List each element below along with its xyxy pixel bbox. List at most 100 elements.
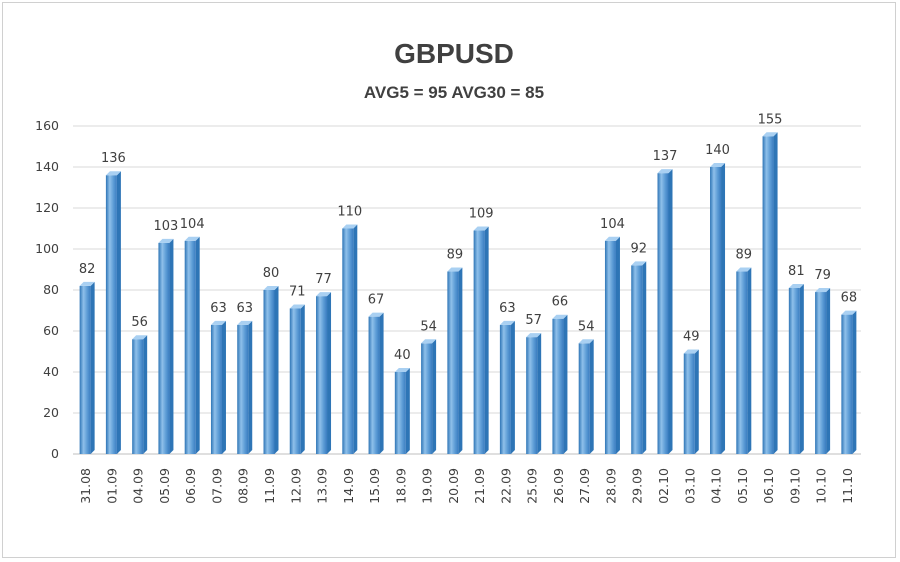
data-label: 67 bbox=[368, 293, 385, 308]
bar-28.09 bbox=[604, 236, 620, 454]
bar-top bbox=[105, 171, 121, 176]
bar-top bbox=[447, 267, 463, 272]
bar-05.09 bbox=[158, 238, 174, 454]
y-tick-label: 60 bbox=[43, 323, 59, 338]
bar-21.09 bbox=[473, 226, 489, 454]
x-tick-label: 14.09 bbox=[341, 468, 356, 504]
data-label: 92 bbox=[630, 241, 647, 256]
bar-top bbox=[841, 310, 857, 315]
bar-front bbox=[552, 318, 564, 454]
data-label: 66 bbox=[552, 295, 569, 310]
chart-subtitle: AVG5 = 95 AVG30 = 85 bbox=[364, 83, 544, 102]
bar-01.09 bbox=[105, 171, 121, 454]
data-label: 81 bbox=[788, 264, 805, 279]
bar-side bbox=[221, 320, 226, 454]
data-label: 54 bbox=[578, 319, 595, 334]
bar-top bbox=[710, 163, 726, 167]
bar-top bbox=[499, 320, 515, 325]
bars bbox=[79, 132, 857, 454]
bar-12.09 bbox=[289, 304, 305, 454]
bar-side bbox=[642, 261, 647, 454]
x-tick-label: 11.09 bbox=[262, 468, 277, 504]
x-tick-label: 19.09 bbox=[420, 468, 435, 504]
y-tick-label: 120 bbox=[35, 200, 59, 215]
x-tick-label: 26.09 bbox=[551, 468, 566, 504]
bar-front bbox=[263, 290, 275, 454]
bar-top bbox=[289, 304, 305, 309]
x-tick-label: 07.09 bbox=[209, 468, 224, 504]
bar-side bbox=[589, 339, 594, 454]
bar-11.10 bbox=[841, 310, 857, 454]
bar-31.08 bbox=[79, 281, 95, 454]
y-tick-label: 80 bbox=[43, 282, 59, 297]
x-tick-label: 31.08 bbox=[78, 468, 93, 504]
bar-side bbox=[799, 283, 804, 454]
bar-top bbox=[578, 339, 594, 344]
y-tick-label: 40 bbox=[43, 364, 59, 379]
data-label: 89 bbox=[736, 248, 753, 263]
y-axis: 0 20 40 60 80 100 120 140 160 bbox=[35, 118, 59, 461]
x-tick-label: 12.09 bbox=[288, 468, 303, 504]
bar-14.09 bbox=[342, 224, 358, 454]
bar-top bbox=[736, 267, 752, 272]
data-label: 80 bbox=[263, 266, 280, 281]
bar-front bbox=[762, 136, 774, 454]
x-tick-label: 05.10 bbox=[735, 468, 750, 504]
bar-front bbox=[368, 316, 380, 454]
bar-13.09 bbox=[316, 292, 332, 454]
x-tick-label: 20.09 bbox=[446, 468, 461, 504]
data-label: 68 bbox=[841, 291, 858, 306]
bar-04.10 bbox=[710, 163, 726, 454]
x-tick-label: 21.09 bbox=[472, 468, 487, 504]
x-tick-label: 03.10 bbox=[682, 468, 697, 504]
bar-06.10 bbox=[762, 132, 778, 454]
bar-side bbox=[615, 236, 620, 454]
bar-07.09 bbox=[210, 320, 226, 454]
bar-side bbox=[510, 320, 515, 454]
bar-side bbox=[327, 292, 332, 454]
x-tick-label: 13.09 bbox=[315, 468, 330, 504]
bar-front bbox=[631, 265, 643, 454]
bar-front bbox=[604, 240, 616, 454]
x-tick-label: 05.09 bbox=[157, 468, 172, 504]
data-label: 140 bbox=[705, 143, 730, 158]
bar-side bbox=[694, 349, 699, 454]
data-label: 109 bbox=[469, 207, 494, 222]
bar-top bbox=[683, 349, 699, 354]
bar-20.09 bbox=[447, 267, 463, 454]
bar-top bbox=[263, 286, 279, 290]
bar-front bbox=[710, 167, 722, 454]
bar-side bbox=[274, 286, 279, 454]
bar-27.09 bbox=[578, 339, 594, 454]
bar-11.09 bbox=[263, 286, 279, 454]
x-tick-label: 22.09 bbox=[498, 468, 513, 504]
bar-top bbox=[421, 339, 437, 344]
bar-top bbox=[368, 312, 384, 317]
bar-side bbox=[143, 335, 148, 454]
bar-top bbox=[237, 320, 253, 325]
bar-front bbox=[841, 314, 853, 454]
bar-side bbox=[432, 339, 437, 454]
x-tick-label: 04.10 bbox=[709, 468, 724, 504]
y-tick-label: 100 bbox=[35, 241, 59, 256]
bar-front bbox=[499, 324, 511, 454]
bar-side bbox=[721, 163, 726, 454]
bar-side bbox=[90, 281, 95, 454]
data-label: 155 bbox=[758, 112, 783, 127]
bar-front bbox=[447, 271, 459, 454]
bar-05.10 bbox=[736, 267, 752, 454]
bar-side bbox=[484, 226, 489, 454]
x-tick-label: 02.10 bbox=[656, 468, 671, 504]
data-label: 56 bbox=[131, 315, 148, 330]
bar-front bbox=[657, 173, 669, 454]
x-tick-label: 06.10 bbox=[761, 468, 776, 504]
x-tick-label: 10.10 bbox=[814, 468, 829, 504]
x-tick-label: 09.10 bbox=[787, 468, 802, 504]
data-label: 104 bbox=[180, 217, 205, 232]
x-tick-label: 15.09 bbox=[367, 468, 382, 504]
x-tick-label: 01.09 bbox=[104, 468, 119, 504]
bar-side bbox=[405, 368, 410, 454]
bar-04.09 bbox=[132, 335, 148, 454]
bar-top bbox=[316, 292, 332, 297]
